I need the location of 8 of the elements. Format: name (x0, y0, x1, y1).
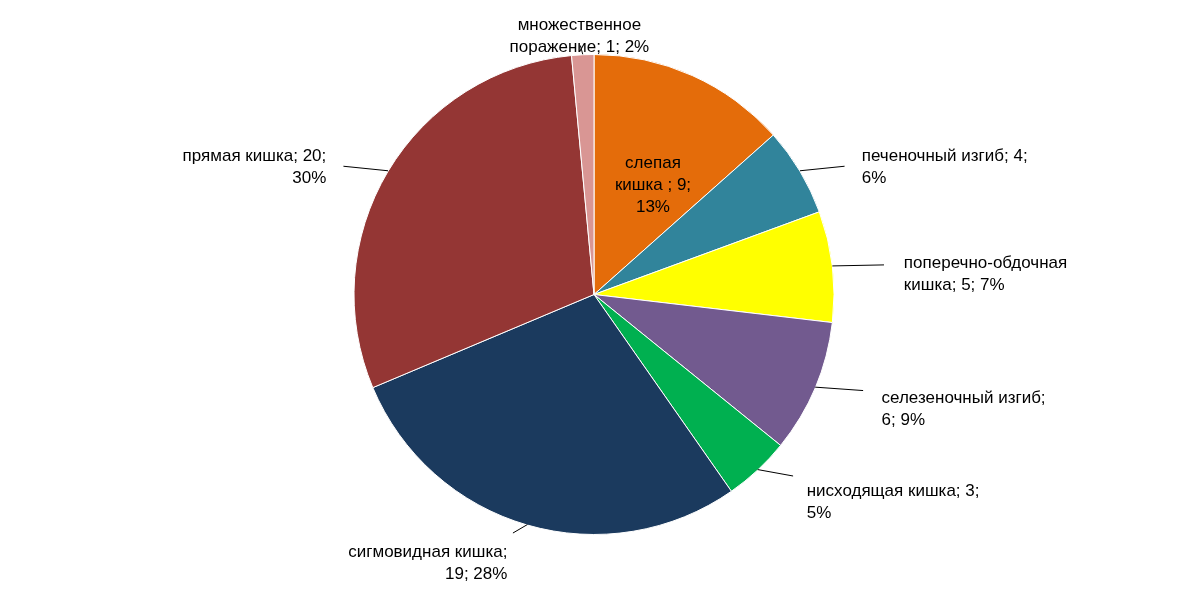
slice-label: нисходящая кишка; 3; 5% (806, 480, 980, 522)
slice-label: селезеночный изгиб; 6; 9% (881, 388, 1046, 430)
slice-label: прямая кишка; 20; 30% (182, 145, 327, 187)
slice-label: сигмовидная кишка; 19; 28% (348, 542, 508, 584)
slice-label: печеночный изгиб; 4; 6% (861, 145, 1028, 187)
slice-label: множественное поражение; 1; 2% (509, 15, 650, 57)
slice-label: поперечно-обдочная кишка; 5; 7% (903, 252, 1068, 294)
slice-label: слепая кишка ; 9; 13% (614, 152, 692, 216)
